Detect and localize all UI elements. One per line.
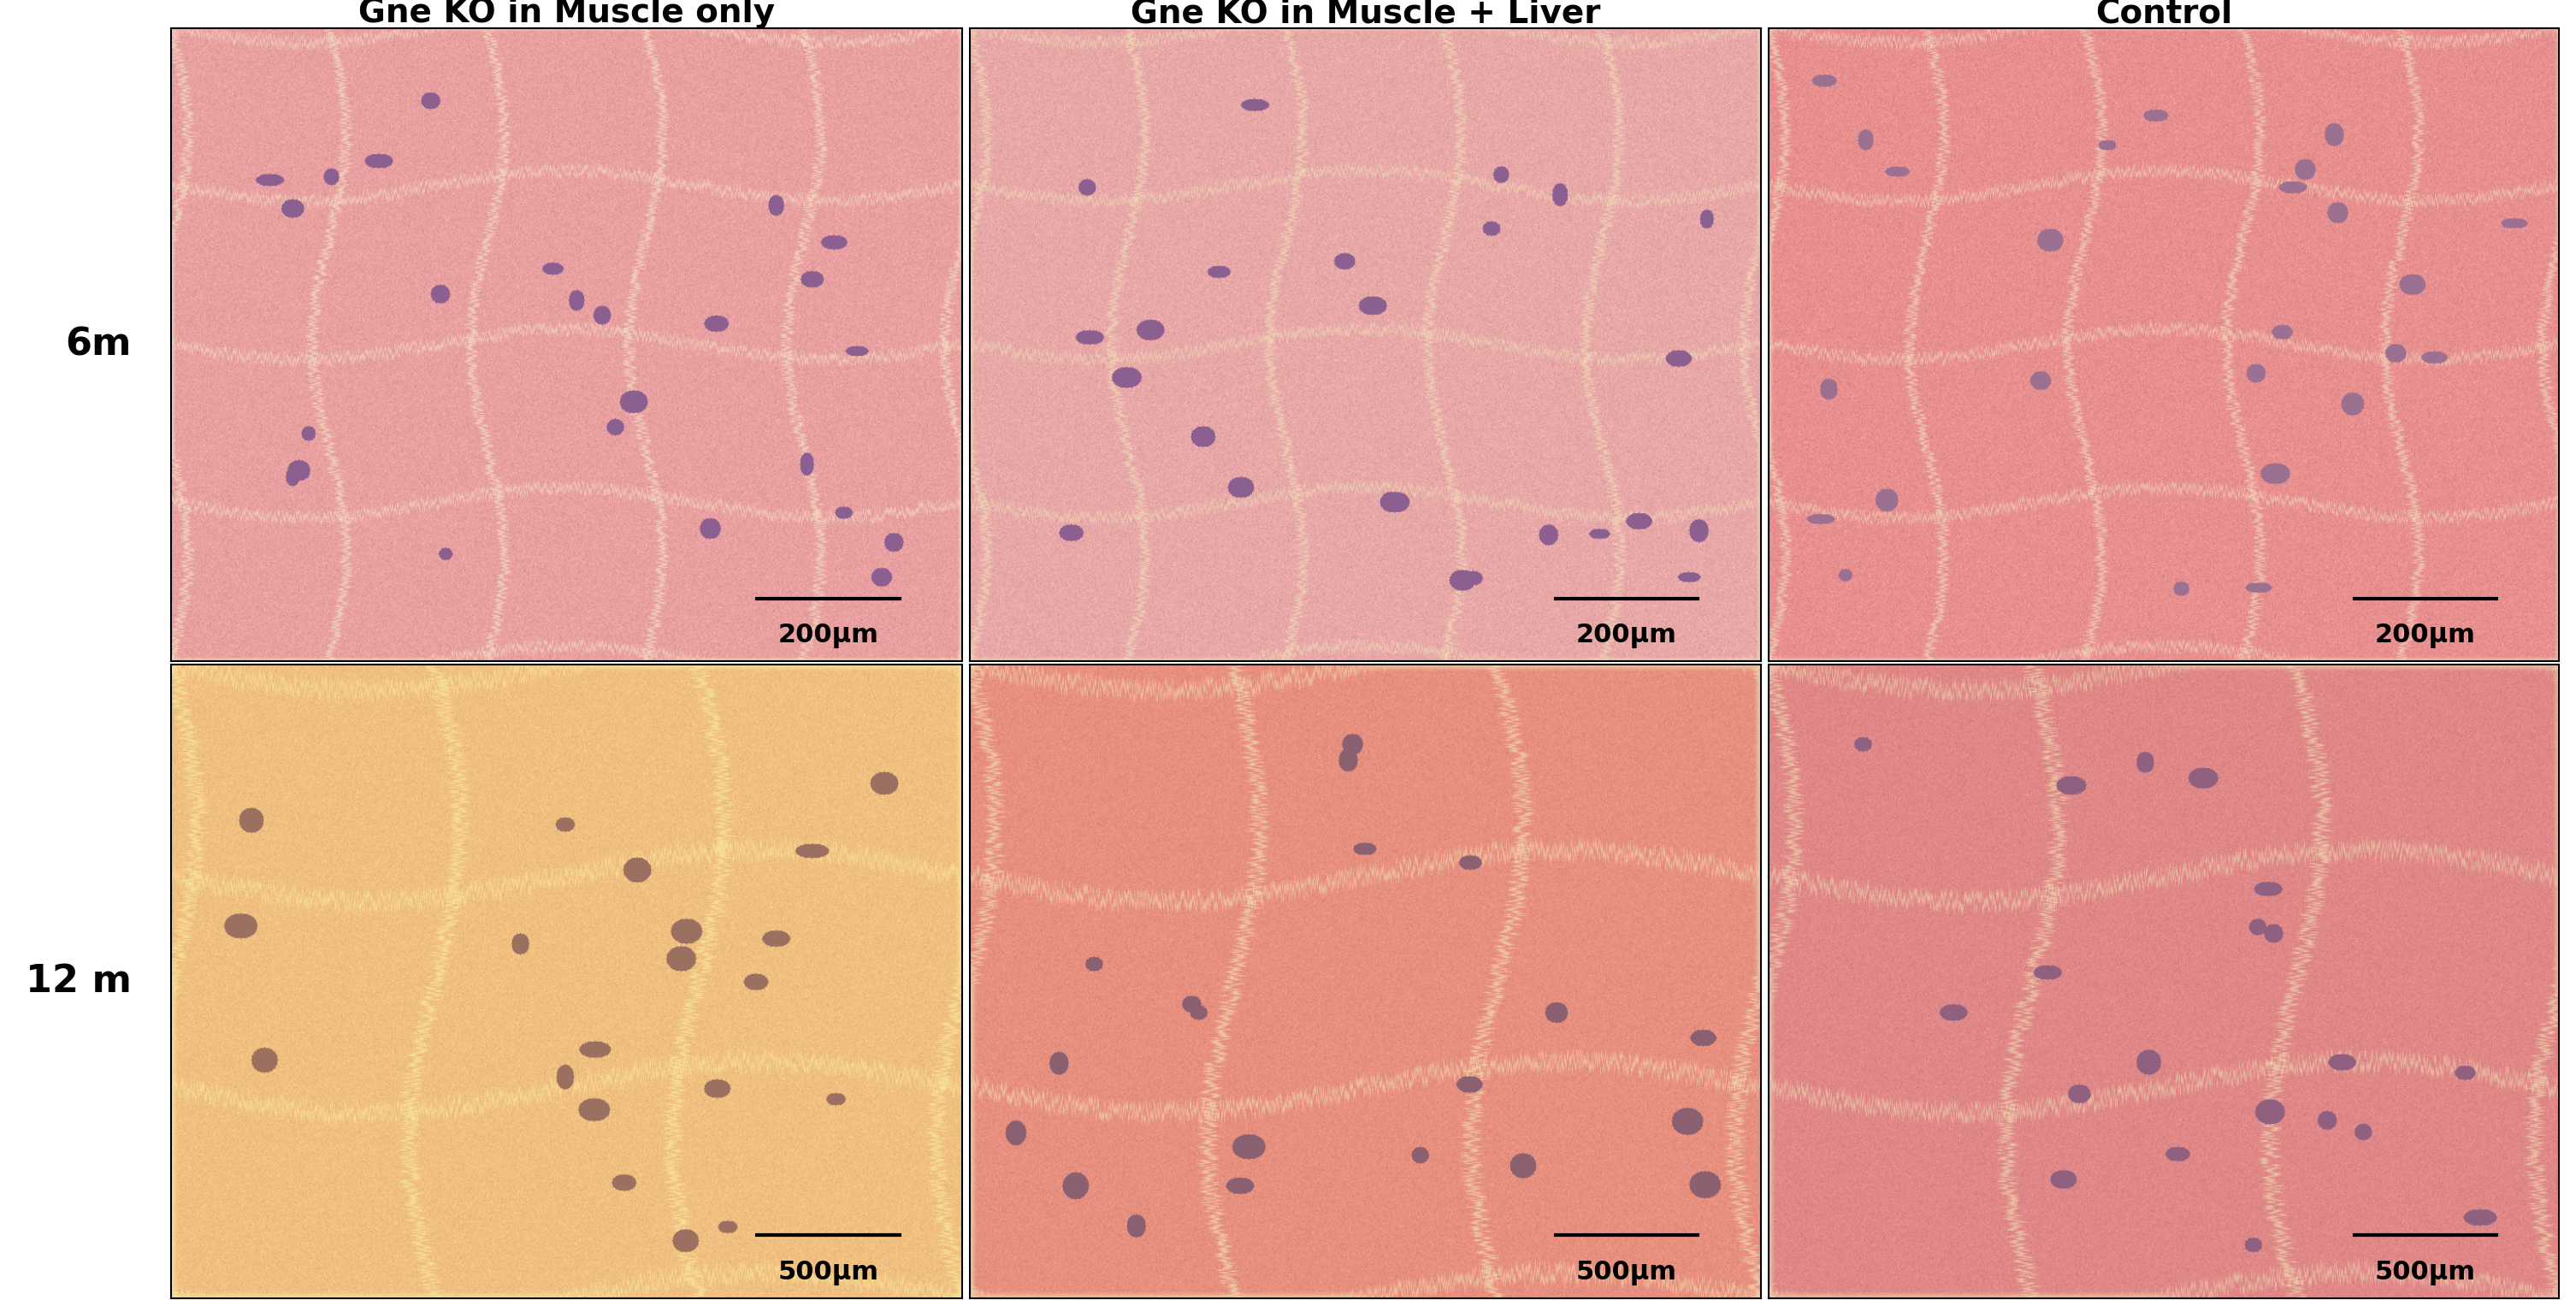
Text: 6m: 6m [64, 326, 131, 363]
Text: 200μm: 200μm [778, 624, 878, 649]
Text: Gne KO in Muscle only: Gne KO in Muscle only [358, 0, 775, 30]
Text: 200μm: 200μm [1577, 624, 1677, 649]
Text: 500μm: 500μm [1577, 1261, 1677, 1286]
Text: Gne KO in Muscle + Liver: Gne KO in Muscle + Liver [1131, 0, 1600, 30]
Text: Control: Control [2094, 0, 2233, 30]
Text: 12 m: 12 m [26, 963, 131, 1000]
Text: 500μm: 500μm [2375, 1261, 2476, 1286]
Text: 500μm: 500μm [778, 1261, 878, 1286]
Text: 200μm: 200μm [2375, 624, 2476, 649]
